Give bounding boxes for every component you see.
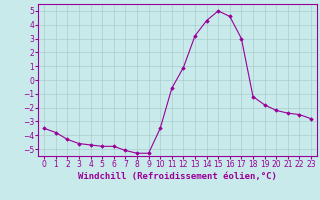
X-axis label: Windchill (Refroidissement éolien,°C): Windchill (Refroidissement éolien,°C) <box>78 172 277 181</box>
